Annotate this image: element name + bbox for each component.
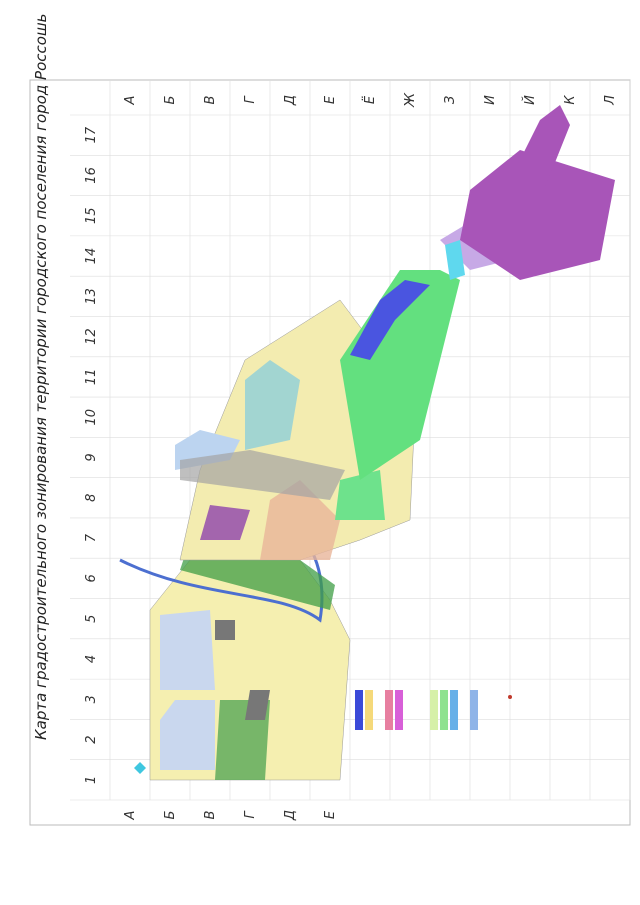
zone-purple	[460, 150, 615, 280]
row-label: 8	[84, 494, 99, 502]
column-label: Д	[283, 810, 298, 821]
row-label: 13	[84, 288, 99, 305]
zone-agri	[160, 700, 215, 770]
legend-swatch	[355, 690, 363, 730]
row-label: 15	[84, 207, 99, 224]
column-label: З	[443, 96, 458, 104]
zone-transport	[180, 450, 345, 500]
row-label: 11	[84, 369, 99, 386]
legend-swatch	[508, 695, 512, 699]
zone-industrial	[215, 620, 235, 640]
row-label: 9	[84, 453, 99, 461]
row-label: 5	[84, 615, 99, 623]
zone-purple	[510, 105, 570, 200]
legend-swatch	[385, 690, 393, 730]
legend-swatch	[450, 690, 458, 730]
column-label: Б	[163, 95, 178, 104]
row-label: 16	[84, 167, 99, 184]
column-label: Г	[243, 95, 258, 104]
column-label: А	[123, 96, 138, 106]
legend-swatch	[395, 690, 403, 730]
legend-swatch	[430, 690, 438, 730]
row-label: 6	[84, 574, 99, 582]
column-label: Е	[323, 95, 338, 104]
zone-agri	[160, 610, 215, 690]
column-label: А	[123, 811, 138, 821]
row-label: 4	[84, 655, 99, 663]
column-label: Е	[323, 810, 338, 819]
row-label: 2	[84, 735, 99, 743]
map	[119, 105, 615, 781]
legend	[355, 690, 512, 730]
row-label: 14	[84, 248, 99, 265]
zone-water	[445, 240, 465, 280]
column-label: В	[203, 95, 218, 104]
zone-center	[260, 480, 340, 560]
zone-production	[350, 280, 430, 360]
column-label: Д	[283, 95, 298, 106]
column-label: В	[203, 810, 218, 819]
legend-swatch	[470, 690, 478, 730]
column-label: К	[563, 95, 578, 105]
legend-swatch	[440, 690, 448, 730]
column-label: Г	[243, 810, 258, 819]
column-label: Ж	[403, 92, 418, 108]
column-label: И	[483, 95, 498, 105]
column-label: Ё	[362, 95, 378, 104]
row-label: 1	[84, 776, 99, 784]
zone-public	[200, 505, 250, 540]
row-label: 10	[84, 409, 99, 426]
zone-green-light	[335, 470, 385, 520]
column-label: Й	[522, 95, 538, 105]
column-label: Б	[163, 810, 178, 819]
row-label: 7	[84, 533, 99, 542]
map-title: Карта градостроительного зонирования тер…	[32, 13, 50, 740]
row-label: 12	[84, 328, 99, 345]
row-label: 3	[84, 695, 99, 703]
zone-industrial	[245, 690, 270, 720]
north-arrow	[134, 762, 146, 774]
legend-swatch	[365, 690, 373, 730]
column-label: Л	[603, 95, 618, 106]
zone-water	[245, 360, 300, 450]
row-label: 17	[84, 126, 99, 143]
